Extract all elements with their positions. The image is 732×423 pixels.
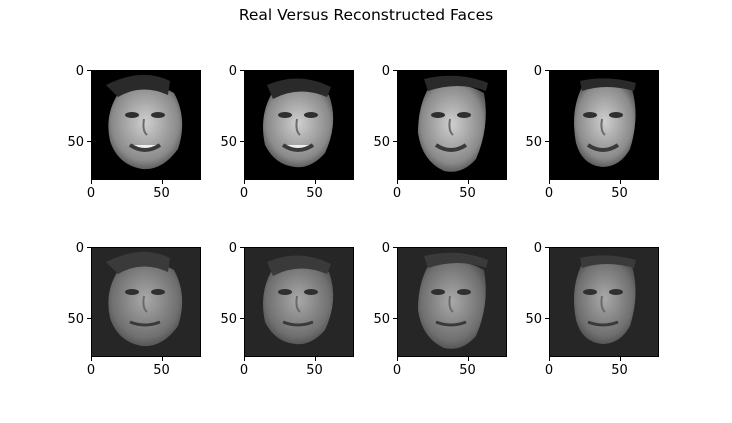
y-tick-label: 50 — [220, 311, 237, 327]
y-tick-label: 50 — [220, 134, 237, 150]
x-tick-label: 0 — [86, 186, 96, 201]
y-tick-label: 0 — [228, 64, 237, 79]
x-tick-mark — [91, 357, 92, 361]
x-tick-mark — [91, 180, 92, 184]
y-tick-mark — [545, 247, 549, 248]
y-tick-label: 0 — [75, 241, 84, 256]
y-tick-mark — [393, 70, 397, 71]
x-tick-mark — [314, 357, 316, 361]
face-image-reconstructed-face-2 — [244, 247, 354, 357]
x-tick-label: 0 — [86, 363, 96, 378]
x-tick-label: 0 — [544, 363, 554, 378]
x-tick-mark — [467, 357, 469, 361]
y-tick-mark — [393, 140, 397, 142]
x-tick-label: 0 — [239, 186, 249, 201]
y-tick-mark — [87, 70, 91, 71]
y-tick-mark — [87, 140, 91, 142]
y-tick-label: 0 — [533, 64, 542, 79]
figure-title: Real Versus Reconstructed Faces — [238, 6, 494, 24]
face-image-real-face-2 — [244, 70, 354, 180]
x-tick-label: 50 — [459, 186, 476, 201]
y-tick-mark — [240, 247, 244, 248]
x-tick-mark — [397, 180, 398, 184]
y-tick-label: 0 — [75, 64, 84, 79]
face-image-reconstructed-face-1 — [91, 247, 201, 357]
y-tick-mark — [87, 317, 91, 319]
subplot-reconstructed-face-4: 0 50 0 50 — [525, 242, 659, 378]
x-tick-label: 50 — [459, 363, 476, 378]
x-tick-label: 50 — [153, 363, 170, 378]
y-tick-label: 50 — [525, 134, 542, 150]
face-image-real-face-4 — [549, 70, 659, 180]
x-tick-label: 50 — [153, 186, 170, 201]
y-tick-mark — [545, 317, 549, 319]
y-tick-label: 0 — [381, 64, 390, 79]
subplot-real-face-3: 0 50 0 50 — [373, 65, 507, 201]
y-tick-mark — [393, 247, 397, 248]
face-image-real-face-1 — [91, 70, 201, 180]
y-tick-label: 0 — [381, 241, 390, 256]
subplot-real-face-4: 0 50 0 50 — [525, 65, 659, 201]
subplot-reconstructed-face-2: 0 50 0 50 — [220, 242, 354, 378]
y-tick-mark — [545, 140, 549, 142]
x-tick-label: 0 — [544, 186, 554, 201]
x-tick-label: 0 — [392, 363, 402, 378]
x-tick-mark — [549, 180, 550, 184]
y-tick-label: 50 — [373, 311, 390, 327]
x-tick-label: 50 — [611, 363, 628, 378]
y-tick-label: 50 — [525, 311, 542, 327]
x-tick-mark — [467, 180, 469, 184]
y-tick-mark — [87, 247, 91, 248]
x-tick-mark — [619, 180, 621, 184]
y-tick-mark — [545, 70, 549, 71]
y-tick-label: 0 — [228, 241, 237, 256]
subplot-real-face-1: 0 50 0 50 — [67, 65, 201, 201]
x-tick-label: 50 — [306, 363, 323, 378]
x-tick-label: 0 — [239, 363, 249, 378]
x-tick-label: 50 — [611, 186, 628, 201]
x-tick-label: 50 — [306, 186, 323, 201]
subplot-reconstructed-face-3: 0 50 0 50 — [373, 242, 507, 378]
x-tick-mark — [619, 357, 621, 361]
x-tick-mark — [244, 357, 245, 361]
x-tick-mark — [549, 357, 550, 361]
x-tick-mark — [161, 357, 163, 361]
x-tick-mark — [161, 180, 163, 184]
x-tick-mark — [397, 357, 398, 361]
x-tick-label: 0 — [392, 186, 402, 201]
y-tick-mark — [240, 317, 244, 319]
x-tick-mark — [314, 180, 316, 184]
y-tick-label: 50 — [373, 134, 390, 150]
y-tick-mark — [240, 70, 244, 71]
x-tick-mark — [244, 180, 245, 184]
y-tick-mark — [393, 317, 397, 319]
subplot-real-face-2: 0 50 0 50 — [220, 65, 354, 201]
y-tick-label: 0 — [533, 241, 542, 256]
face-image-real-face-3 — [397, 70, 507, 180]
y-tick-mark — [240, 140, 244, 142]
face-image-reconstructed-face-4 — [549, 247, 659, 357]
y-tick-label: 50 — [67, 311, 84, 327]
subplot-reconstructed-face-1: 0 50 0 50 — [67, 242, 201, 378]
y-tick-label: 50 — [67, 134, 84, 150]
face-image-reconstructed-face-3 — [397, 247, 507, 357]
